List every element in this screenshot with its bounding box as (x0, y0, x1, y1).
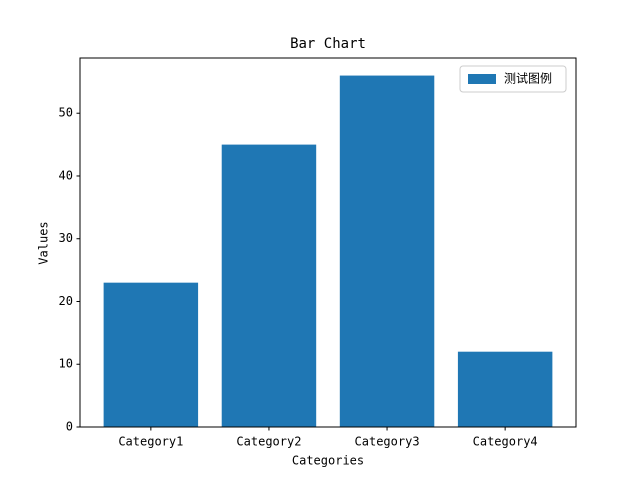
bar (457, 351, 553, 427)
plot-frame (79, 57, 577, 428)
legend-box (459, 65, 567, 93)
legend-swatch (468, 74, 496, 84)
y-tick-label: 20 (59, 294, 73, 308)
y-tick-label: 0 (66, 420, 73, 434)
bar (339, 75, 435, 428)
y-tick-label: 30 (59, 231, 73, 245)
x-tick-label: Category2 (236, 435, 301, 449)
legend-label: 测试图例 (504, 71, 552, 86)
y-axis-label: Values (37, 221, 51, 264)
bar (103, 282, 199, 427)
x-tick-label: Category4 (473, 435, 538, 449)
x-tick-label: Category3 (355, 435, 420, 449)
x-tick-label: Category1 (118, 435, 183, 449)
y-tick-label: 40 (59, 168, 73, 182)
y-tick-label: 50 (59, 106, 73, 120)
x-axis-label: Categories (292, 454, 364, 468)
chart-title: Bar Chart (290, 36, 366, 52)
y-tick-label: 10 (59, 357, 73, 371)
bar (221, 144, 317, 427)
